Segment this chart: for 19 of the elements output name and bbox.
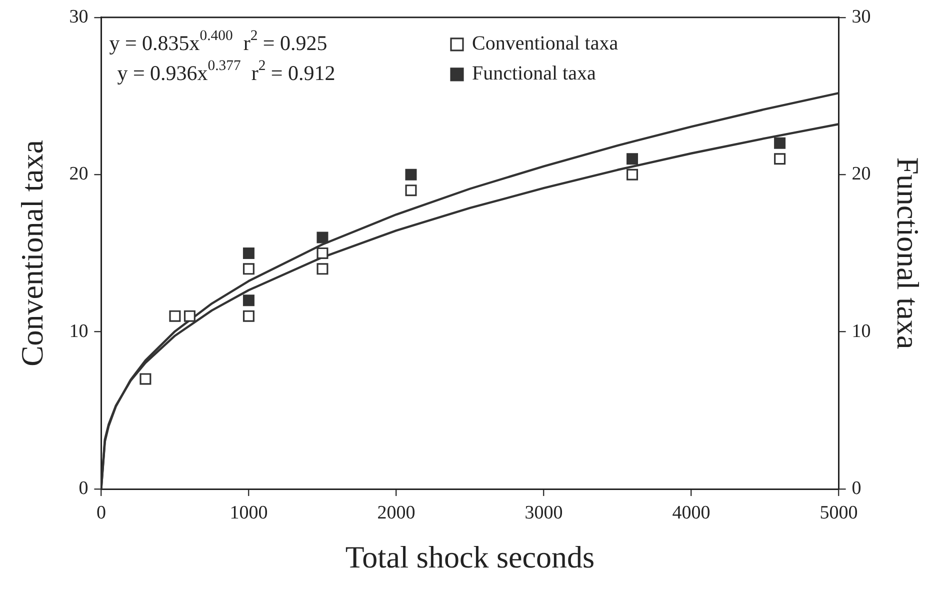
- x-tick-label: 1000: [230, 502, 268, 524]
- y-tick-label: 0: [78, 478, 88, 499]
- y2-tick-label: 0: [852, 478, 862, 499]
- y-tick-label: 10: [69, 320, 88, 342]
- x-tick-label: 3000: [524, 502, 563, 524]
- y-tick-label: 20: [69, 164, 88, 185]
- x-axis-title: Total shock seconds: [345, 540, 595, 575]
- x-tick-label: 5000: [820, 502, 858, 524]
- legend-label: Conventional taxa: [472, 32, 618, 55]
- legend-label: Functional taxa: [472, 62, 596, 85]
- x-tick-label: 0: [96, 502, 106, 524]
- y2-tick-label: 20: [852, 164, 871, 185]
- y-tick-label: 30: [69, 6, 88, 28]
- x-tick-label: 4000: [672, 502, 710, 524]
- y2-axis-title: Functional taxa: [890, 157, 926, 350]
- y2-tick-label: 10: [852, 320, 871, 342]
- x-tick-label: 2000: [377, 502, 416, 524]
- y-axis-title: Conventional taxa: [14, 140, 50, 366]
- y2-tick-label: 30: [852, 6, 871, 28]
